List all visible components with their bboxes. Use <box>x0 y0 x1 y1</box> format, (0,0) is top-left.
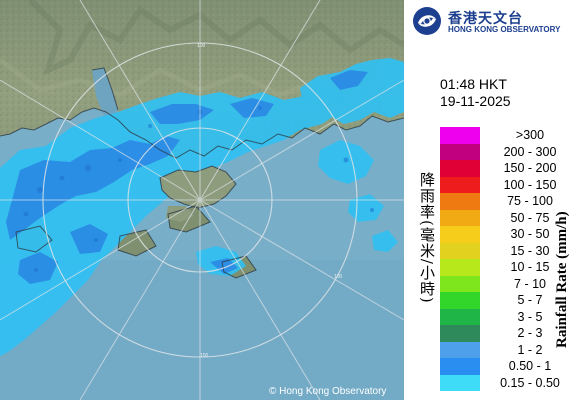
legend-title-zh: 降雨率(毫米/小時) <box>418 172 436 304</box>
legend-swatch <box>440 341 480 358</box>
legend-row: 100 - 150 <box>440 176 577 193</box>
legend-swatch <box>440 292 480 309</box>
legend-row: 5 - 7 <box>440 292 577 309</box>
legend-label: 75 - 100 <box>507 194 553 208</box>
legend-row: >300 <box>440 127 577 144</box>
legend-swatch <box>440 127 480 144</box>
legend-row: 15 - 30 <box>440 242 577 259</box>
legend-row: 2 - 3 <box>440 325 577 342</box>
legend-row: 1 - 2 <box>440 341 577 358</box>
legend-label: 100 - 150 <box>503 177 557 192</box>
radar-map-canvas: 100 100 100 © Hong Kong Observatory <box>0 0 404 400</box>
legend-row: 200 - 300 <box>440 143 577 160</box>
ring-label-south: 100 <box>200 353 209 359</box>
legend-swatch <box>440 193 480 210</box>
legend-row: 0.15 - 0.50 <box>440 374 577 391</box>
legend-label: 1 - 2 <box>517 342 543 357</box>
legend-swatch <box>440 209 480 226</box>
legend-row: 7 - 10 <box>440 275 577 292</box>
hong-kong-area <box>160 166 236 208</box>
legend-row: 75 - 100 <box>440 193 577 210</box>
legend-label: 3 - 5 <box>517 309 543 324</box>
legend-label: 50 - 75 <box>510 210 550 225</box>
legend-label: 10 - 15 <box>510 260 550 274</box>
ring-label-east: 100 <box>334 274 343 280</box>
legend-row: 30 - 50 <box>440 226 577 243</box>
legend-swatch <box>440 143 480 160</box>
legend-label: 7 - 10 <box>514 276 546 291</box>
legend-swatch <box>440 259 480 276</box>
radar-map[interactable]: 100 100 100 © Hong Kong Observatory <box>0 0 404 400</box>
legend-label: 200 - 300 <box>503 144 557 159</box>
legend-title-en: Rainfall Rate (mm/h) <box>554 211 570 348</box>
legend-swatch <box>440 374 480 391</box>
observation-date: 19-11-2025 <box>440 93 511 109</box>
legend-label: 0.15 - 0.50 <box>500 375 560 390</box>
legend-swatch <box>440 226 480 243</box>
copyright-text: © Hong Kong Observatory <box>269 386 386 397</box>
legend-row: 150 - 200 <box>440 160 577 177</box>
legend-swatch <box>440 358 480 375</box>
legend-label: 5 - 7 <box>517 293 543 307</box>
legend-swatch <box>440 242 480 259</box>
ring-label-north: 100 <box>197 43 206 49</box>
range-spokes <box>0 0 404 400</box>
hko-logo[interactable]: 香港天文台 HONG KONG OBSERVATORY <box>412 6 572 40</box>
legend-label: 0.50 - 1 <box>508 359 552 373</box>
estuary <box>92 68 118 124</box>
legend-label: >300 <box>515 128 545 142</box>
legend-swatch <box>440 325 480 342</box>
org-name-zh: 香港天文台 <box>448 11 523 27</box>
legend-label: 15 - 30 <box>510 243 550 258</box>
legend-row: 3 - 5 <box>440 308 577 325</box>
org-name-en: HONG KONG OBSERVATORY <box>448 25 561 34</box>
legend-panel: 香港天文台 HONG KONG OBSERVATORY 01:48 HKT 19… <box>404 0 577 400</box>
legend-row: 0.50 - 1 <box>440 358 577 375</box>
legend-label: 150 - 200 <box>503 161 557 175</box>
legend-swatch <box>440 176 480 193</box>
hko-logo-icon <box>413 7 441 35</box>
observation-time: 01:48 HKT <box>440 76 507 92</box>
legend-label: 2 - 3 <box>517 326 543 340</box>
legend-swatch <box>440 308 480 325</box>
rainfall-legend: >300 200 - 300 150 - 200 100 - 150 75 - 100 5… <box>440 127 577 391</box>
legend-label: 30 - 50 <box>510 227 550 241</box>
legend-row: 50 - 75 <box>440 209 577 226</box>
legend-row: 10 - 15 <box>440 259 577 276</box>
legend-swatch <box>440 275 480 292</box>
legend-swatch <box>440 160 480 177</box>
